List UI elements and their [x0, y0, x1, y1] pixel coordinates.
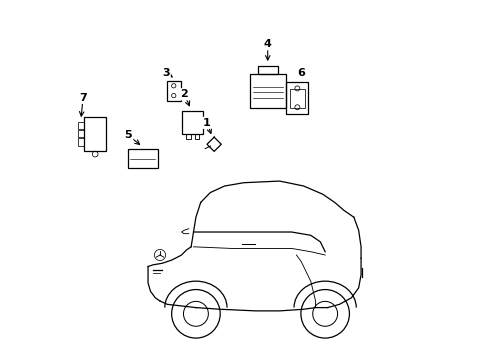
Text: 1: 1: [203, 118, 210, 128]
Bar: [127, 149, 158, 168]
Text: 6: 6: [297, 68, 305, 78]
Bar: [186, 134, 190, 139]
Bar: [78, 139, 84, 145]
Text: 3: 3: [162, 68, 169, 78]
Bar: [289, 89, 304, 108]
Bar: [84, 117, 106, 150]
Bar: [166, 81, 180, 100]
Bar: [78, 130, 84, 137]
Bar: [249, 74, 285, 108]
Text: 4: 4: [263, 39, 271, 49]
Text: 2: 2: [180, 89, 188, 99]
Text: 7: 7: [79, 93, 87, 103]
Bar: [78, 122, 84, 129]
Bar: [285, 82, 308, 113]
Bar: [257, 66, 277, 74]
Text: 5: 5: [124, 130, 132, 140]
Bar: [182, 111, 203, 134]
Bar: [194, 134, 199, 139]
